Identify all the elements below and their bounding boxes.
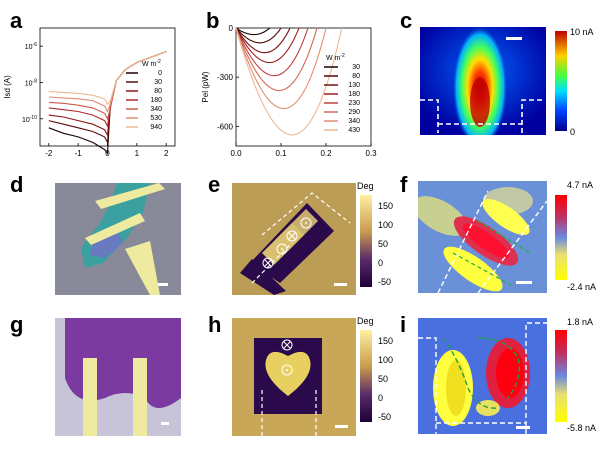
- legend-title: W m-2: [326, 53, 345, 62]
- scale-bar: [506, 37, 522, 40]
- legend-label: 30: [154, 79, 162, 86]
- colorbar-f-min: -2.4 nA: [567, 282, 597, 292]
- x-tick-label: 0.0: [230, 149, 242, 158]
- legend-label: 340: [150, 106, 162, 113]
- x-tick-label: -1: [75, 149, 83, 158]
- y-tick-label: 10-8: [25, 78, 37, 87]
- colorbar-i-max: 1.8 nA: [567, 317, 594, 327]
- phase-map-h: [232, 318, 356, 436]
- series-line: [48, 51, 167, 106]
- colorbar-c-min: 0: [570, 127, 576, 137]
- series-line: [235, 27, 271, 36]
- scale-bar: [516, 281, 532, 284]
- legend-label: 80: [352, 73, 360, 80]
- chart-b: 0.00.10.20.30-300-600Vsd (V)Pel (pW)W m-…: [201, 24, 377, 158]
- legend-label: 340: [348, 118, 360, 125]
- x-tick-label: 2: [164, 149, 169, 158]
- optical-image-d: [55, 183, 181, 295]
- y-tick-label: 10-10: [22, 115, 37, 124]
- colorbar-e-tick: -50: [378, 277, 392, 287]
- colorbar-e-tick: 50: [378, 239, 389, 249]
- optical-image-g: [55, 318, 181, 436]
- series-line: [235, 27, 291, 54]
- scale-bar: [334, 283, 347, 286]
- x-tick-label: 0.1: [275, 149, 287, 158]
- legend-label: 180: [348, 91, 360, 98]
- colorbar-e: [360, 195, 372, 287]
- scale-bar: [158, 283, 168, 286]
- colorbar-e-title: Deg: [357, 181, 374, 191]
- series-line: [235, 27, 343, 136]
- legend-label: 0: [158, 70, 162, 77]
- colorbar-h-tick: 100: [378, 355, 394, 365]
- legend-label: 130: [348, 82, 360, 89]
- colorbar-h-title: Deg: [357, 316, 374, 326]
- y-tick-label: 0: [229, 24, 234, 33]
- panel-label-f: f: [400, 172, 408, 197]
- colorbar-h-tick: -50: [378, 412, 392, 422]
- legend-label: 230: [348, 100, 360, 107]
- legend-label: 430: [348, 127, 360, 134]
- photocurrent-map-f: [418, 181, 547, 293]
- colorbar-e-tick: 150: [378, 201, 394, 211]
- legend-label: 530: [150, 115, 162, 122]
- scale-bar: [335, 425, 348, 428]
- colorbar-e-tick: 100: [378, 220, 394, 230]
- series-line: [235, 27, 309, 77]
- series-line: [235, 27, 282, 44]
- photocurrent-map-i: [418, 318, 547, 434]
- plot-frame: [235, 27, 372, 147]
- legend-label: 80: [154, 88, 162, 95]
- y-tick-label: 10-6: [25, 42, 37, 51]
- y-axis-label: Isd (A): [3, 75, 12, 99]
- scale-bar: [516, 426, 530, 429]
- series-line: [235, 27, 327, 110]
- series-line: [235, 27, 300, 64]
- panel-label-b: b: [206, 8, 220, 33]
- colorbar-h-tick: 150: [378, 336, 394, 346]
- y-tick-label: -300: [217, 73, 234, 82]
- panel-label-d: d: [10, 172, 24, 197]
- series-line: [235, 27, 318, 92]
- x-tick-label: 1: [135, 149, 140, 158]
- legend-label: 940: [150, 124, 162, 131]
- colorbar-c: [555, 31, 567, 131]
- panel-label-e: e: [208, 172, 221, 197]
- colorbar-h-tick: 0: [378, 393, 384, 403]
- panel-label-h: h: [208, 312, 222, 337]
- legend-label: 290: [348, 109, 360, 116]
- colorbar-f: [555, 195, 567, 280]
- x-tick-label: 0.2: [320, 149, 332, 158]
- colorbar-e-tick: 0: [378, 258, 384, 268]
- x-tick-label: -2: [45, 149, 53, 158]
- legend-label: 180: [150, 97, 162, 104]
- scale-bar: [161, 422, 169, 425]
- panel-label-i: i: [400, 312, 407, 337]
- colorbar-h-tick: 50: [378, 374, 389, 384]
- y-tick-label: -600: [217, 122, 234, 131]
- colorbar-f-max: 4.7 nA: [567, 180, 594, 190]
- x-tick-label: 0.3: [365, 149, 377, 158]
- colorbar-i-min: -5.8 nA: [567, 423, 597, 433]
- y-axis-label: Pel (pW): [201, 71, 210, 102]
- legend-title: W m-2: [142, 59, 161, 68]
- panel-label-a: a: [10, 8, 23, 33]
- panel-label-g: g: [10, 312, 24, 337]
- colorbar-c-max: 10 nA: [570, 27, 594, 37]
- colorbar-h: [360, 330, 372, 422]
- phase-map-e: [232, 183, 356, 295]
- legend-label: 30: [352, 64, 360, 71]
- colorbar-i: [555, 330, 567, 422]
- photocurrent-map-c: [420, 27, 546, 135]
- panel-label-c: c: [400, 8, 413, 33]
